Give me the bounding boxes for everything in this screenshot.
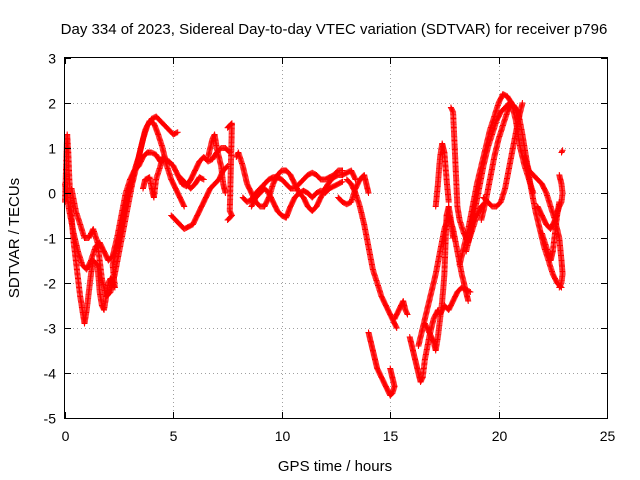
x-tick-label: 25 [600, 428, 616, 444]
data-point [159, 154, 166, 160]
data-point [174, 129, 181, 136]
x-tick-label: 0 [62, 428, 70, 444]
x-tick-label: 5 [170, 428, 178, 444]
y-tick-label: 0 [48, 186, 56, 202]
y-tick-label: -1 [44, 231, 57, 247]
y-tick-label: 1 [48, 141, 56, 157]
x-tick-label: 10 [275, 428, 291, 444]
data-points [62, 91, 566, 399]
x-tick-label: 15 [383, 428, 399, 444]
x-tick-label: 20 [492, 428, 508, 444]
data-point [224, 217, 231, 223]
data-point [559, 148, 565, 155]
y-tick-label: 2 [48, 96, 56, 112]
data-point [181, 203, 188, 210]
data-point [200, 176, 207, 183]
y-tick-label: -3 [44, 321, 57, 337]
data-point [225, 216, 232, 223]
y-tick-label: 3 [48, 51, 56, 67]
chart-title: Day 334 of 2023, Sidereal Day-to-day VTE… [61, 21, 608, 38]
y-tick-label: -5 [44, 411, 57, 427]
y-tick-label: -2 [44, 276, 57, 292]
x-axis-label: GPS time / hours [278, 458, 392, 475]
axis-ticks: 0 5 10 15 20 25 -5 -4 -3 -2 -1 0 1 2 3 [44, 51, 616, 445]
data-point [199, 175, 206, 182]
y-tick-label: -4 [44, 366, 57, 382]
y-axis-label: SDTVAR / TECUs [6, 178, 23, 298]
grid-lines [65, 58, 607, 418]
